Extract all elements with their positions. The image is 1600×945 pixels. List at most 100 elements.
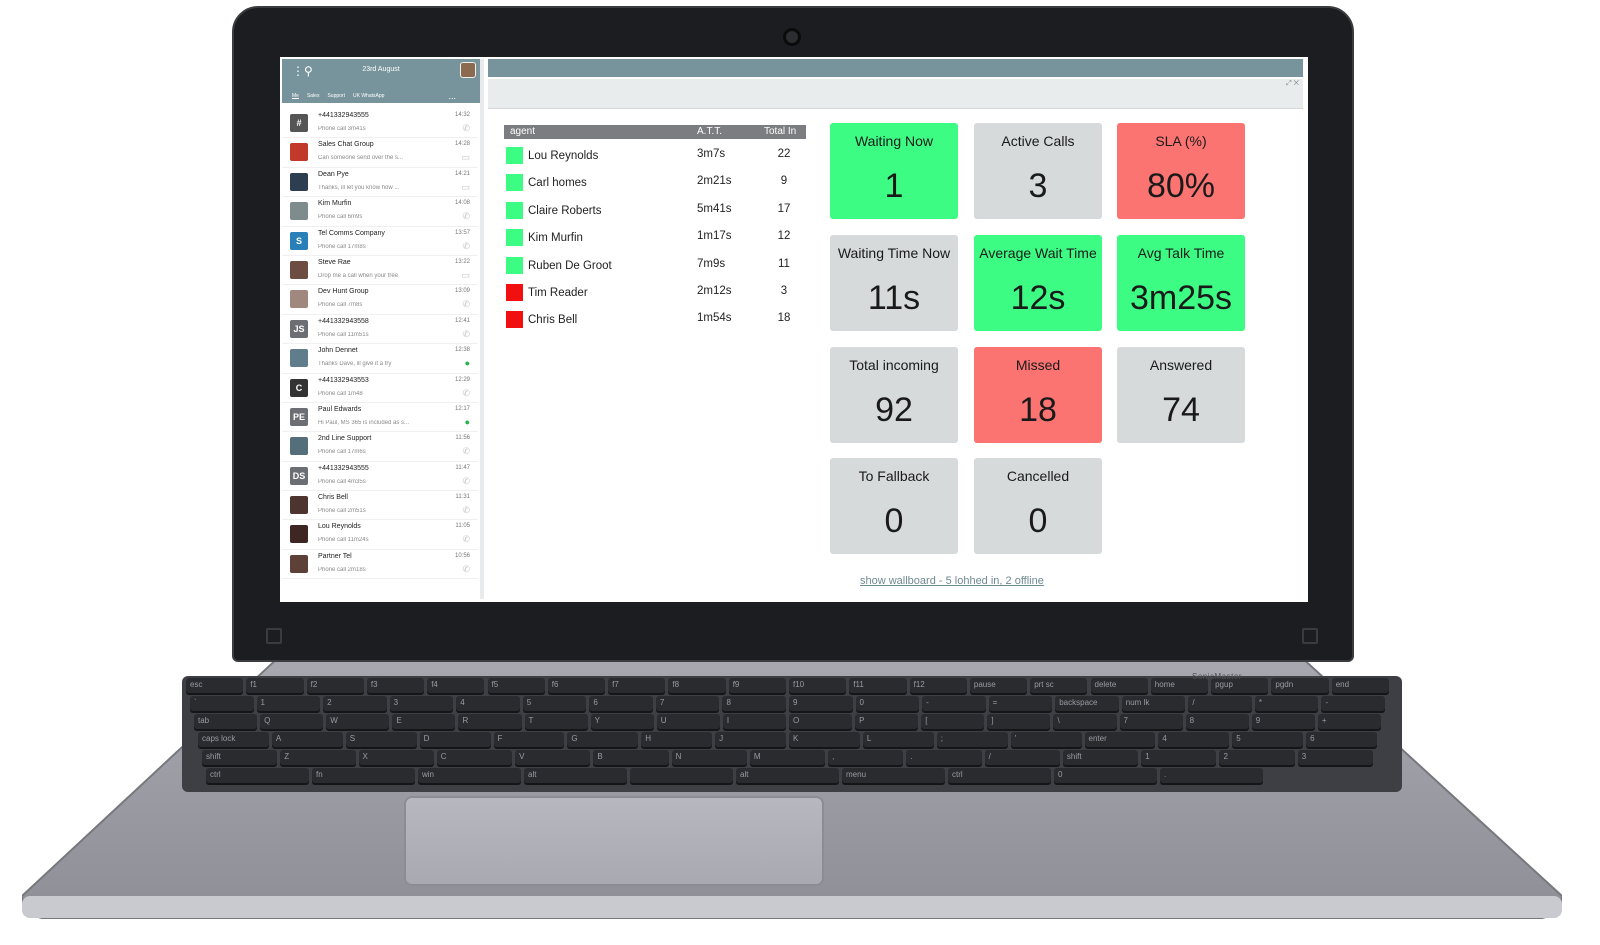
message-time: 13:22 (454, 258, 470, 265)
agent-total-in: 22 (777, 148, 791, 160)
chat-list-item[interactable]: # +441332943555 Phone call 3m41s 14:32 ✆ (282, 109, 478, 139)
keyboard-key: end (1331, 678, 1389, 693)
chat-list-item[interactable]: C +441332943553 Phone call 1m48 12:29 ✆ (282, 374, 478, 403)
message-time: 11:56 (455, 435, 470, 442)
agent-name: Claire Roberts (528, 204, 602, 217)
chat-list-item[interactable]: Lou Reynolds Phone call 11m24s 11:05 ✆ (282, 520, 478, 550)
chat-icon: ▭ (461, 181, 470, 192)
show-wallboard-link[interactable]: show wallboard - 5 lohhed in, 2 offline (860, 575, 1044, 587)
more-icon[interactable]: ... (448, 91, 456, 101)
user-avatar[interactable] (460, 62, 476, 78)
keyboard-key: O (789, 714, 853, 729)
contact-avatar: # (290, 114, 308, 132)
message-time: 10:56 (454, 552, 470, 559)
stat-value: 3 (1028, 167, 1048, 205)
agent-att: 5m41s (697, 202, 732, 215)
agent-name: Carl homes (528, 177, 587, 190)
chat-list-item[interactable]: DS +441332943555 Phone call 4m35s 11:47 ✆ (282, 462, 478, 492)
chat-list-item[interactable]: 2nd Line Support Phone call 17m6s 11:56 ✆ (282, 432, 478, 462)
contact-avatar: C (290, 378, 308, 397)
contact-name: Partner Tel (318, 552, 352, 560)
window-controls[interactable]: ⤢ ✕ (1286, 80, 1299, 87)
contact-avatar (290, 437, 308, 456)
agent-row: Ruben De Groot 7m9s 11 (504, 249, 806, 276)
col-att: A.T.T. (697, 126, 723, 137)
contact-avatar (290, 290, 308, 309)
keyboard-key: shift (1062, 750, 1139, 765)
chat-list-item[interactable]: PE Paul Edwards Hi Paul, MS 365 is include… (282, 403, 478, 433)
message-time: 14:28 (454, 141, 470, 148)
last-message: Phone call 3m41s (318, 126, 366, 132)
phone-icon: ✆ (462, 240, 470, 251)
chat-list-item[interactable]: S Tel Comms Company Phone call 17m8s 13:57 ✆ (282, 227, 478, 256)
keyboard-key: esc (186, 678, 244, 693)
keyboard-key: Y (590, 714, 654, 729)
chat-list-item[interactable]: Steve Rae Drop me a call when your free 13… (282, 256, 478, 286)
keyboard-key: 2 (323, 696, 387, 711)
phone-icon: ✆ (462, 328, 470, 339)
touchpad (404, 796, 824, 886)
agent-name: Chris Bell (528, 314, 578, 327)
keyboard-key: B (593, 750, 669, 765)
keyboard-key: 2 (1219, 750, 1295, 765)
keyboard-key: f11 (849, 678, 907, 693)
chat-list-item[interactable]: John Dennet Thanks Dave, ill give it a tr… (282, 344, 478, 374)
tab-me[interactable]: Me (292, 93, 299, 99)
keyboard-key: U (656, 714, 720, 729)
phone-icon: ✆ (462, 387, 470, 398)
contact-avatar: DS (290, 466, 308, 485)
agent-att: 3m7s (697, 148, 726, 160)
tab-support[interactable]: Support (327, 93, 345, 99)
stat-label: Active Calls (1001, 133, 1075, 149)
chat-list-item[interactable]: JS +441332943558 Phone call 11m51s 12:41 ✆ (282, 315, 478, 345)
contact-name: Dean Pye (318, 170, 349, 178)
stat-tile-sla: SLA (%) 80% (1117, 123, 1245, 219)
chat-list-item[interactable]: Kim Murfin Phone call 6m9s 14:08 ✆ (282, 197, 478, 227)
chat-list-item[interactable]: Partner Tel Phone call 2m18s 10:56 ✆ (282, 550, 478, 580)
tab-uk-whatsapp[interactable]: UK WhatsApp (352, 93, 385, 99)
keyboard-key: H (641, 732, 713, 747)
last-message: Phone call 11m24s (318, 537, 369, 544)
agent-total-in: 17 (777, 202, 791, 215)
chat-list: # +441332943555 Phone call 3m41s 14:32 ✆ Sale… (282, 109, 478, 580)
last-message: Hi Paul, MS 365 is included as s... (318, 419, 410, 426)
agent-name: Tim Reader (528, 286, 588, 299)
contact-name: +441332943555 (318, 112, 369, 119)
keyboard-key: C (436, 750, 513, 765)
tab-sales[interactable]: Sales (306, 93, 320, 99)
chat-list-item[interactable]: Chris Bell Phone call 2m51s 11:31 ✆ (282, 491, 478, 521)
agent-status-indicator (506, 311, 523, 329)
chat-list-item[interactable]: Sales Chat Group Can someone send over th… (282, 138, 478, 168)
keyboard-key: = (988, 696, 1053, 711)
keyboard-key: 6 (1306, 732, 1377, 747)
chat-list-item[interactable]: Dev Hunt Group Phone call 7m8s 13:09 ✆ (282, 285, 478, 315)
contact-avatar (290, 554, 308, 573)
agent-att: 2m21s (697, 175, 732, 188)
stat-value: 74 (1162, 391, 1200, 429)
stat-value: 92 (875, 391, 913, 429)
keyboard-key: V (515, 750, 591, 765)
phone-icon: ✆ (462, 211, 470, 222)
contact-name: Chris Bell (318, 494, 348, 502)
keyboard-key: \ (1053, 714, 1117, 729)
whatsapp-icon: ● (464, 358, 470, 369)
stat-label: Answered (1149, 357, 1213, 373)
message-time: 13:09 (454, 288, 470, 295)
keyboard-key: * (1254, 696, 1319, 711)
keyboard-key: Z (280, 750, 356, 765)
search-icon[interactable]: ⋮⚲ (292, 64, 313, 78)
agent-att: 1m54s (697, 312, 732, 325)
agent-row: Carl homes 2m21s 9 (504, 166, 806, 193)
keyboard-key: pgup (1211, 678, 1269, 693)
stat-tile-active-calls: Active Calls 3 (974, 123, 1102, 219)
agent-name: Ruben De Groot (528, 259, 612, 272)
agent-name: Kim Murfin (528, 232, 583, 245)
stat-value: 12s (1010, 279, 1066, 317)
chat-list-item[interactable]: Dean Pye Thanks, ill let you know how ...… (282, 168, 478, 198)
keyboard-key: f2 (306, 678, 364, 693)
keyboard-key: / (984, 750, 1060, 765)
keyboard-key: win (418, 768, 521, 783)
contact-name: Tel Comms Company (318, 229, 385, 237)
contact-name: Sales Chat Group (318, 141, 374, 149)
keyboard-key: fn (312, 768, 415, 783)
